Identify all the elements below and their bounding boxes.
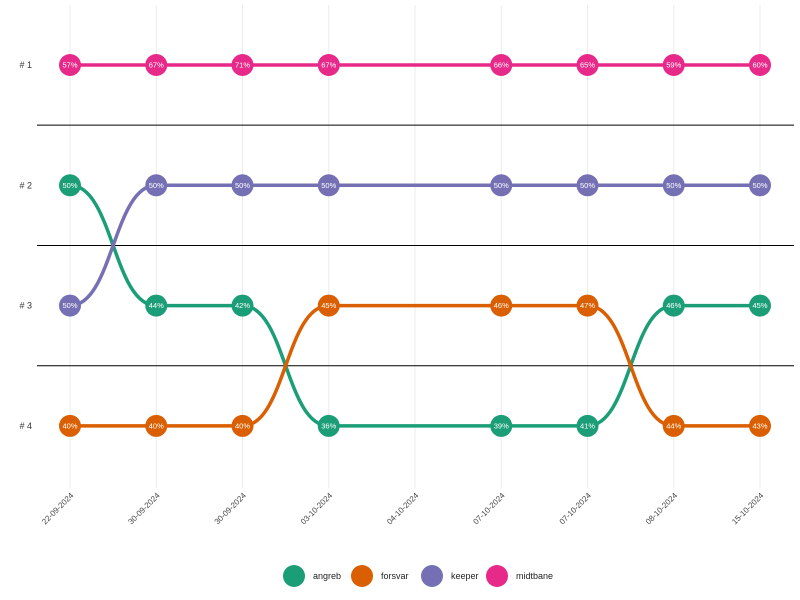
x-tick-label: 07-10-2024: [558, 491, 594, 527]
point-label: 40%: [62, 422, 77, 431]
point-forsvar: [749, 414, 771, 437]
point-forsvar: [59, 414, 81, 437]
legend-label: keeper: [451, 571, 479, 581]
point-forsvar: [317, 294, 340, 317]
point-label: 65%: [580, 61, 595, 70]
rank-labels: # 1 # 2 # 3 # 4: [19, 60, 32, 431]
point-label: 60%: [752, 61, 767, 70]
rank-label: # 2: [19, 180, 32, 190]
x-tick-label: 04-10-2024: [385, 491, 421, 527]
point-keeper: [576, 174, 599, 197]
point-keeper: [59, 294, 81, 317]
point-label: 45%: [321, 301, 336, 310]
point-label: 36%: [321, 422, 336, 431]
point-label: 40%: [235, 422, 250, 431]
x-tick-label: 30-09-2024: [213, 491, 249, 527]
point-angreb: [231, 294, 254, 317]
point-label: 50%: [752, 181, 767, 190]
point-midtbane: [490, 54, 513, 76]
point-keeper: [145, 174, 168, 197]
series-points: 50% 44% 42% 36% 39% 41% 46% 45% 40% 40% 40% 45% 46% 4…: [59, 54, 771, 437]
x-tick-label: 07-10-2024: [471, 491, 507, 527]
x-tick-label: 30-09-2024: [126, 491, 162, 527]
point-keeper: [317, 174, 340, 197]
rank-label: # 4: [19, 421, 32, 431]
point-midtbane: [317, 54, 340, 76]
point-label: 59%: [666, 61, 681, 70]
point-label: 50%: [580, 181, 595, 190]
point-angreb: [145, 294, 168, 317]
point-label: 50%: [666, 181, 681, 190]
point-label: 45%: [752, 301, 767, 310]
point-label: 50%: [235, 181, 250, 190]
point-label: 40%: [149, 422, 164, 431]
series-line-keeper: [68, 183, 762, 308]
rank-label: # 1: [19, 60, 32, 70]
x-tick-label: 03-10-2024: [299, 491, 335, 527]
point-midtbane: [145, 54, 168, 76]
legend-key-angreb: [283, 565, 305, 587]
point-label: 39%: [494, 422, 509, 431]
legend-label: forsvar: [381, 571, 409, 581]
grid: [69, 5, 761, 488]
point-midtbane: [749, 54, 771, 76]
legend-label: angreb: [313, 571, 341, 581]
series-lines: [68, 63, 762, 428]
rank-separators: [37, 124, 794, 367]
x-tick-labels: 22-09-2024 30-09-2024 30-09-2024 03-10-2024…: [40, 491, 766, 527]
point-forsvar: [662, 414, 685, 437]
point-label: 50%: [149, 181, 164, 190]
legend-label: midtbane: [516, 571, 553, 581]
point-label: 67%: [321, 61, 336, 70]
point-keeper: [231, 174, 254, 197]
x-tick-label: 15-10-2024: [730, 491, 766, 527]
legend-key-midtbane: [486, 565, 508, 587]
point-label: 71%: [235, 61, 250, 70]
point-forsvar: [576, 294, 599, 317]
point-forsvar: [145, 414, 168, 437]
legend-key-forsvar: [351, 565, 373, 587]
point-angreb: [317, 414, 340, 437]
point-keeper: [662, 174, 685, 197]
point-label: 50%: [321, 181, 336, 190]
point-label: 50%: [494, 181, 509, 190]
point-label: 41%: [580, 422, 595, 431]
point-angreb: [59, 174, 81, 197]
point-midtbane: [576, 54, 599, 76]
point-forsvar: [231, 414, 254, 437]
point-label: 44%: [149, 301, 164, 310]
point-label: 50%: [62, 181, 77, 190]
point-label: 57%: [62, 61, 77, 70]
point-label: 50%: [62, 301, 77, 310]
point-label: 66%: [494, 61, 509, 70]
point-midtbane: [231, 54, 254, 76]
x-tick-label: 08-10-2024: [644, 491, 680, 527]
point-label: 67%: [149, 61, 164, 70]
point-angreb: [490, 414, 513, 437]
point-keeper: [490, 174, 513, 197]
legend-key-keeper: [421, 565, 443, 587]
point-label: 44%: [666, 422, 681, 431]
point-midtbane: [662, 54, 685, 76]
point-angreb: [576, 414, 599, 437]
point-label: 42%: [235, 301, 250, 310]
point-midtbane: [59, 54, 81, 76]
point-label: 47%: [580, 301, 595, 310]
point-label: 43%: [752, 422, 767, 431]
point-label: 46%: [494, 301, 509, 310]
point-angreb: [749, 294, 771, 317]
series-line-angreb: [68, 183, 762, 428]
rank-label: # 3: [19, 301, 32, 311]
series-line-forsvar: [68, 303, 762, 428]
x-tick-label: 22-09-2024: [40, 491, 76, 527]
point-angreb: [662, 294, 685, 317]
point-keeper: [749, 174, 771, 197]
point-label: 46%: [666, 301, 681, 310]
legend: angreb forsvar keeper midtbane: [283, 565, 553, 587]
point-forsvar: [490, 294, 513, 317]
